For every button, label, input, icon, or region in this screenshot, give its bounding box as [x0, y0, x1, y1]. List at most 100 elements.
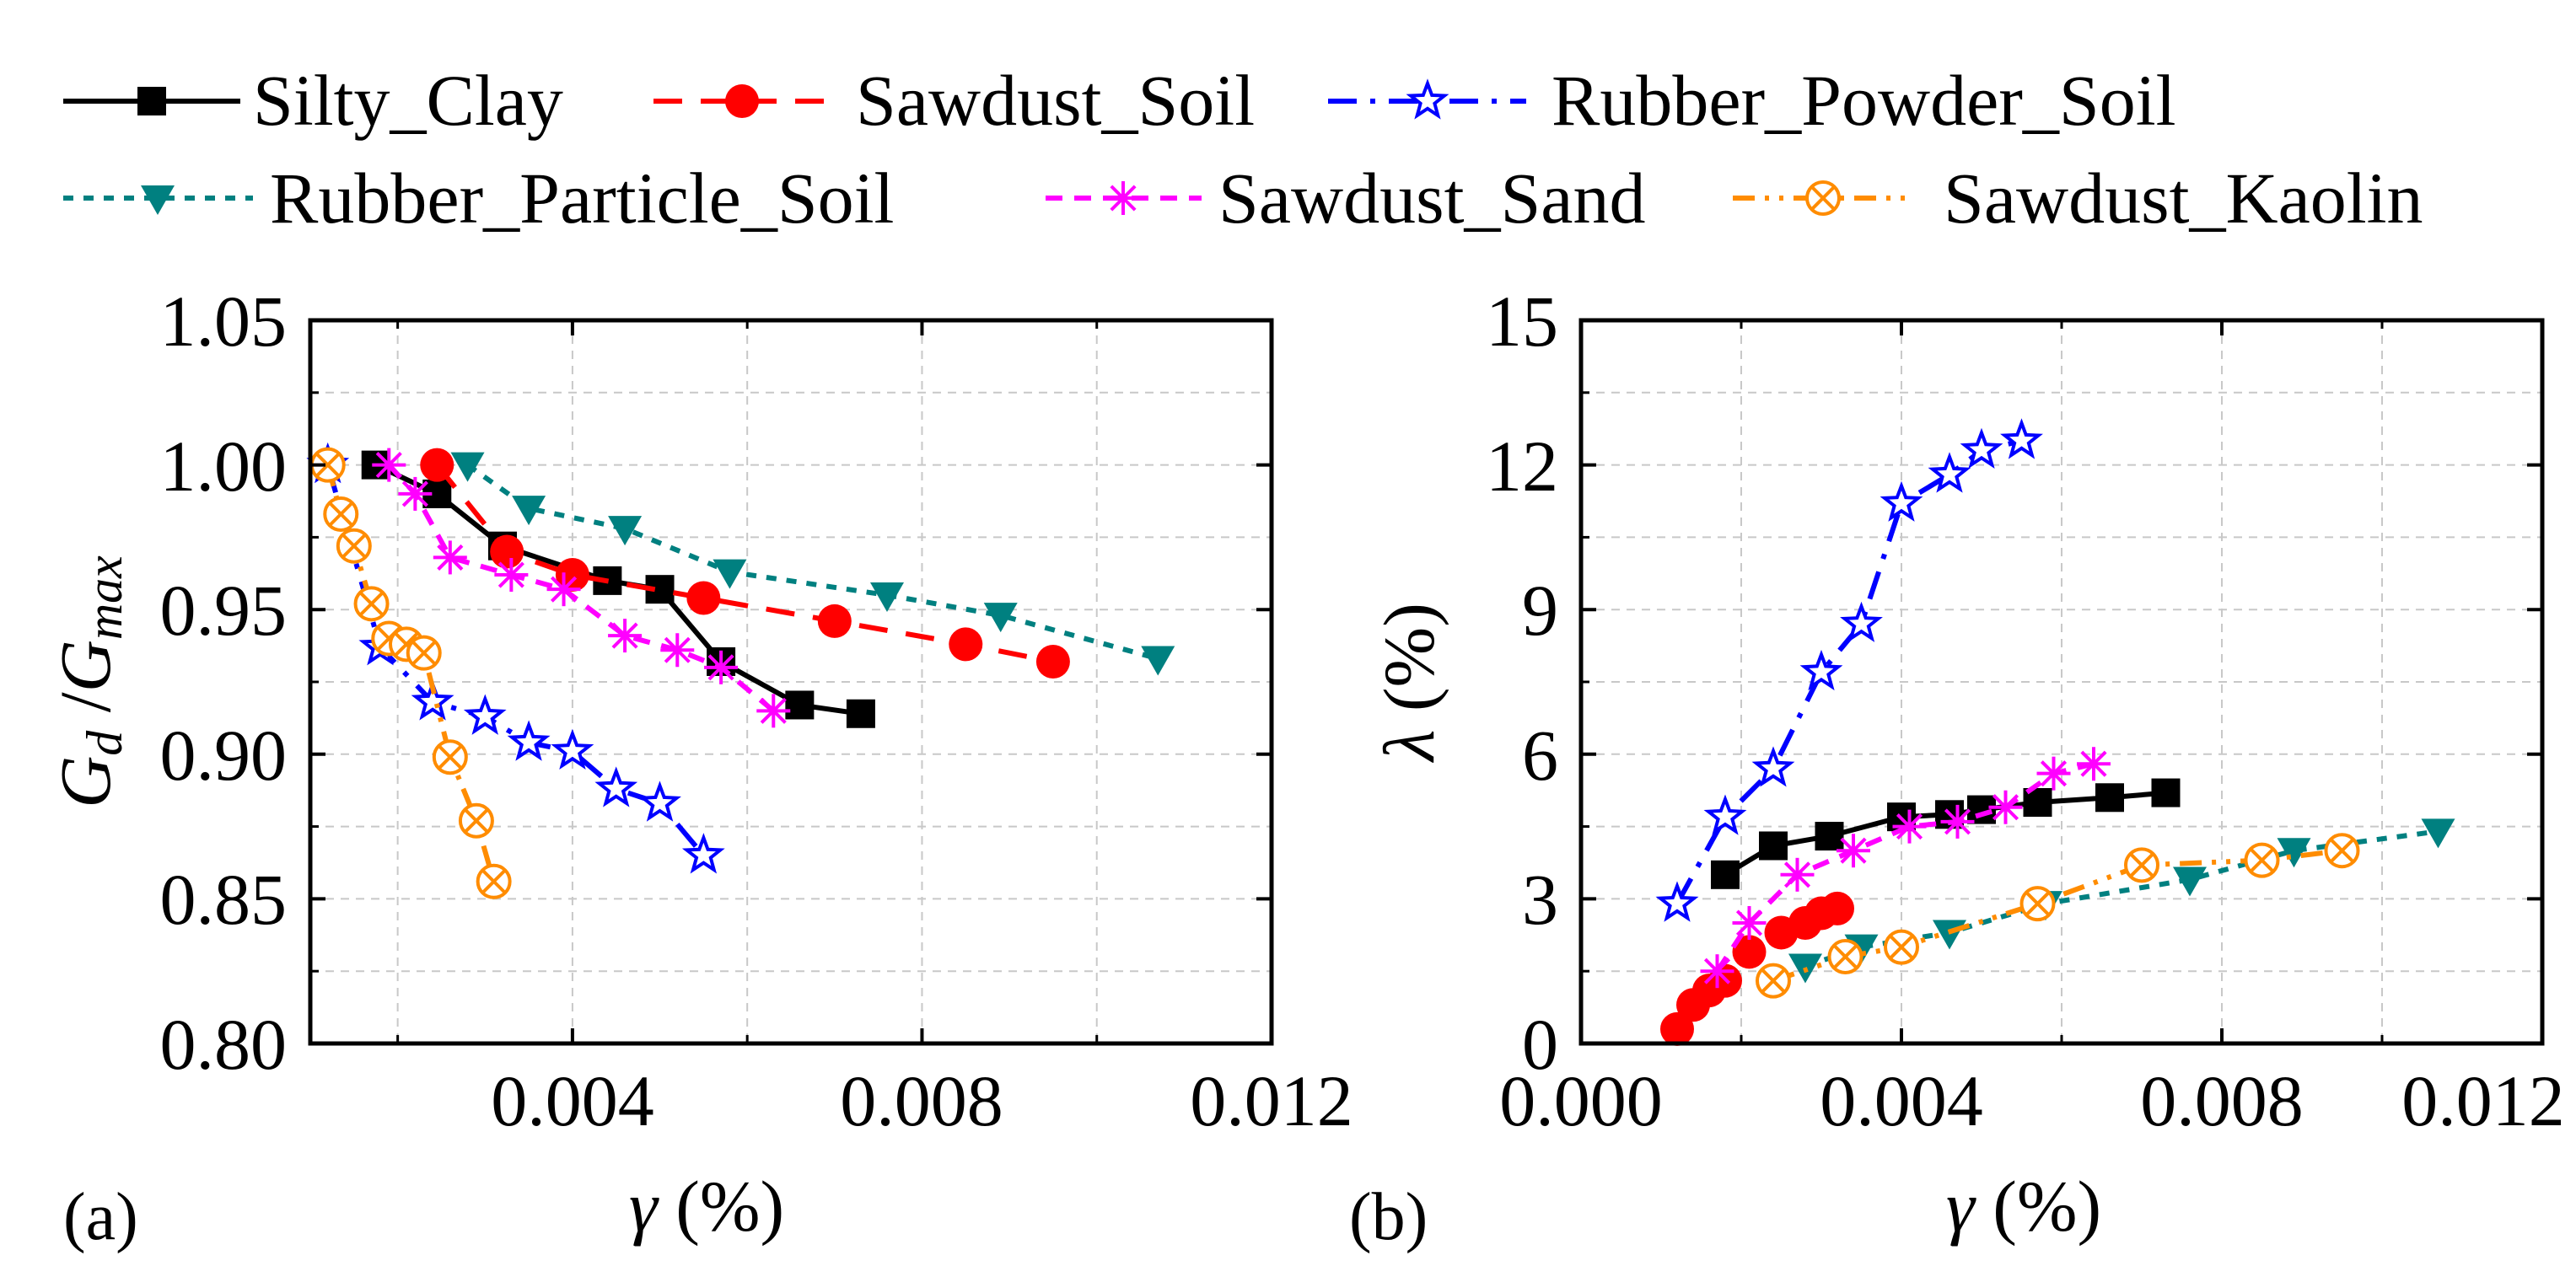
x-axis-title: γ (%) [1946, 1166, 2101, 1247]
data-point [1988, 790, 2023, 824]
data-point [406, 635, 442, 671]
data-point [2244, 842, 2280, 878]
data-point [2421, 818, 2455, 849]
data-point [1703, 794, 1747, 835]
data-point [1837, 834, 1870, 868]
data-point [2151, 778, 2181, 807]
data-point [2000, 418, 2043, 459]
y-tick-label: 1.05 [160, 281, 288, 362]
data-point [1780, 857, 1815, 892]
series-sawdust-soil [1660, 891, 1854, 1046]
data-point [1700, 954, 1734, 989]
y-axis-title: Gd /Gmax [45, 555, 132, 808]
data-point [2124, 847, 2159, 883]
data-point [608, 619, 643, 653]
data-point [704, 650, 739, 684]
data-point [2077, 747, 2111, 781]
legend-entry-3: Rubber_Particle_Soil [63, 158, 894, 239]
data-point [490, 534, 524, 569]
legend-label: Silty_Clay [253, 60, 563, 141]
data-point [713, 559, 747, 589]
y-tick-label: 0.80 [160, 1004, 288, 1085]
series-rubber-powder-soil [1655, 418, 2043, 922]
legend-marker [1805, 180, 1841, 216]
data-point [1960, 427, 2003, 469]
data-point [551, 728, 594, 770]
grid-b [1580, 319, 2543, 1044]
data-point [1928, 452, 1971, 493]
legend-marker [137, 87, 166, 115]
ticks-b [1579, 319, 2544, 1045]
data-point [1880, 480, 1923, 522]
series-sawdust-soil [420, 448, 1070, 679]
data-point [507, 720, 551, 761]
data-point [785, 690, 815, 720]
data-point [870, 582, 904, 613]
data-point [458, 802, 494, 839]
grid-a [310, 319, 1272, 1044]
legend-marker [1406, 78, 1449, 120]
data-point [1759, 831, 1788, 861]
legend-label: Sawdust_Sand [1218, 158, 1645, 239]
y-tick-label: 0.90 [160, 715, 288, 796]
y-tick-label: 0.95 [160, 570, 288, 651]
x-tick-label: 0.012 [2401, 1060, 2565, 1141]
y-tick-label: 12 [1486, 426, 1558, 507]
data-point [2019, 886, 2056, 922]
series-silty-clay [1711, 778, 2181, 889]
panel-b: 0 3 6 9 12 15 0.000 0.004 0.008 0.012 γ … [1349, 281, 2565, 1254]
data-point [463, 694, 507, 735]
legend-label: Rubber_Powder_Soil [1552, 60, 2176, 141]
data-point [1660, 1011, 1694, 1046]
data-point [1820, 891, 1854, 925]
data-point [1967, 795, 1996, 824]
data-point [1035, 644, 1070, 679]
x-tick-label: 0.004 [491, 1060, 654, 1141]
data-point [1141, 646, 1175, 676]
legend-entry-5: Sawdust_Kaolin [1733, 158, 2423, 239]
data-point [1711, 860, 1740, 889]
legend-entry-2: Rubber_Powder_Soil [1328, 60, 2176, 141]
data-point [450, 452, 485, 482]
data-point [1799, 649, 1843, 691]
data-point [2277, 838, 2311, 868]
data-point [1884, 929, 1919, 965]
legend-marker [1106, 181, 1140, 215]
x-tick-label: 0.004 [1820, 1060, 1983, 1141]
y-tick-label: 6 [1522, 715, 1558, 796]
series-b [1655, 418, 2455, 1046]
data-point [353, 586, 390, 622]
data-point [1756, 963, 1791, 999]
data-point [1732, 935, 1767, 969]
x-tick-label: 0.000 [1499, 1060, 1663, 1141]
panel-a: 0.80 0.85 0.90 0.95 1.00 1.05 0.004 0.00… [45, 281, 1353, 1254]
data-point [398, 476, 433, 511]
series-sawdust-kaolin [309, 447, 512, 899]
data-point [2095, 783, 2124, 813]
data-point [1940, 804, 1975, 839]
data-point [336, 528, 372, 564]
x-tick-label: 0.008 [840, 1060, 1003, 1141]
data-point [1892, 809, 1927, 844]
legend-marker [141, 185, 175, 215]
data-point [681, 833, 725, 874]
data-point [433, 540, 467, 575]
data-point [1655, 881, 1699, 922]
series-a [306, 442, 1175, 899]
legend-label: Sawdust_Soil [856, 60, 1255, 141]
panel-label-b: (b) [1349, 1180, 1428, 1254]
legend-entry-1: Sawdust_Soil [653, 60, 1255, 141]
data-point [476, 863, 512, 899]
data-point [608, 516, 643, 546]
legend-label: Rubber_Particle_Soil [270, 158, 894, 239]
legend-label: Sawdust_Kaolin [1944, 158, 2423, 239]
data-point [309, 447, 346, 483]
data-point [494, 558, 529, 593]
data-point [2036, 756, 2071, 791]
series-sawdust-kaolin [1756, 833, 2360, 999]
y-axis-title: λ (%) [1369, 603, 1449, 764]
svg-text:λ (%): λ (%) [1369, 603, 1449, 764]
y-tick-label: 0.85 [160, 859, 288, 940]
data-point [1827, 939, 1863, 975]
